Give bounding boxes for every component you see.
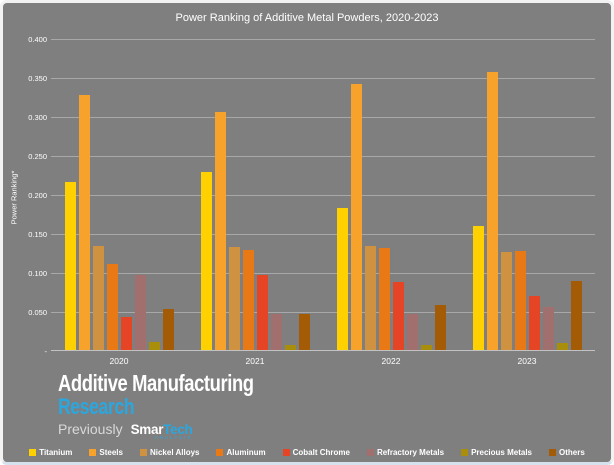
gridline [51,195,595,196]
legend-label: Precious Metals [471,448,532,457]
gridline [51,117,595,118]
bar-titanium-2020 [64,181,76,351]
x-axis-label-2021: 2021 [245,356,265,366]
bar-titanium-2022 [336,208,348,351]
bar-titanium-2023 [472,226,484,351]
legend-swatch-icon [549,449,556,456]
legend-swatch-icon [89,449,97,456]
legend-item-others: Others [549,448,585,457]
gridline [51,234,595,235]
chart-title: Power Ranking of Additive Metal Powders,… [175,12,439,24]
y-tick-label: 0.100 [28,268,47,278]
y-tick-label: 0.250 [28,151,47,161]
bar-aluminum-2023 [514,251,526,351]
bar-nickel-alloys-2021 [228,247,240,351]
y-tick-label: 0.200 [28,190,47,200]
gridline [51,39,595,40]
bar-groups [51,39,595,351]
bar-cobalt-chrome-2023 [528,296,540,351]
legend-item-steels: Steels [89,448,123,457]
y-tick-label: 0.400 [28,34,47,44]
bar-others-2021 [298,313,310,351]
x-axis-line [51,350,595,351]
x-axis-label-2022: 2022 [381,356,401,366]
legend-swatch-icon [461,449,469,456]
smartech-analysis: ANALYSIS [154,435,193,440]
bar-others-2020 [162,308,174,351]
y-tick-label: 0.350 [28,73,47,83]
bar-nickel-alloys-2023 [500,251,512,351]
bar-refractory-metals-2023 [542,307,554,351]
bar-refractory-metals-2021 [270,313,282,351]
bar-group-2021 [187,39,323,351]
bar-steels-2020 [78,95,90,351]
smartech-smar: Smar [130,422,164,437]
logo-subtitle: Research [58,394,135,419]
smartech-wordmark: SmarTech ANALYSIS [130,422,193,440]
bar-nickel-alloys-2022 [364,245,376,351]
legend-label: Refractory Metals [376,448,445,457]
legend-label: Nickel Alloys [149,448,200,457]
y-tick-label: - [44,346,48,356]
legend-label: Aluminum [226,448,266,457]
bar-group-2022 [323,39,459,351]
logo-previously-row: Previously SmarTech ANALYSIS [58,421,303,440]
bar-steels-2022 [350,84,362,351]
gridline [51,78,595,79]
smartech-tech: Tech [163,422,193,437]
bar-titanium-2021 [200,172,212,351]
bar-steels-2021 [214,111,226,351]
x-axis-label-2023: 2023 [517,356,537,366]
gridline [51,273,595,274]
bar-aluminum-2022 [378,248,390,351]
legend-label: Steels [99,448,123,457]
bar-precious-metals-2021 [284,344,296,351]
legend-label: Titanium [39,448,73,457]
chart-legend: Titanium Steels Nickel Alloys Aluminum Cobal… [3,448,611,457]
bar-others-2022 [434,304,446,351]
legend-label: Cobalt Chrome [292,448,350,457]
legend-swatch-icon [366,449,374,456]
legend-item-refractory-metals: Refractory Metals [366,448,445,457]
bar-precious-metals-2022 [420,344,432,351]
bar-steels-2023 [486,71,498,351]
legend-swatch-icon [216,449,224,456]
legend-item-titanium: Titanium [29,448,72,457]
company-logo: Additive Manufacturing Research Previous… [58,370,303,441]
legend-item-nickel-alloys: Nickel Alloys [139,448,200,457]
bar-aluminum-2020 [106,264,118,351]
bar-cobalt-chrome-2022 [392,282,404,351]
bar-refractory-metals-2020 [134,275,146,351]
gridline [51,312,595,313]
plot-area [51,39,595,351]
legend-item-cobalt-chrome: Cobalt Chrome [282,448,350,457]
logo-previously-text: Previously [58,421,123,437]
legend-swatch-icon [282,449,290,456]
bar-precious-metals-2023 [556,343,568,351]
legend-item-precious-metals: Precious Metals [461,448,532,457]
x-axis-labels: 2020 2021 2022 2023 [51,356,595,366]
x-axis-label-2020: 2020 [109,356,129,366]
y-tick-label: 0.050 [28,307,47,317]
legend-swatch-icon [29,449,37,456]
bar-cobalt-chrome-2021 [256,274,268,351]
bar-nickel-alloys-2020 [92,246,104,351]
bar-group-2020 [51,39,187,351]
legend-item-aluminum: Aluminum [216,448,266,457]
legend-swatch-icon [139,449,147,456]
bar-others-2023 [570,280,582,351]
bar-refractory-metals-2022 [406,314,418,351]
bar-aluminum-2021 [242,249,254,351]
legend-label: Others [559,448,585,457]
bar-group-2023 [459,39,595,351]
bar-precious-metals-2020 [148,341,160,351]
logo-title: Additive Manufacturing [58,370,254,396]
y-tick-label: 0.150 [28,229,47,239]
y-tick-label: 0.300 [28,112,47,122]
bar-cobalt-chrome-2020 [120,316,132,351]
gridline [51,156,595,157]
